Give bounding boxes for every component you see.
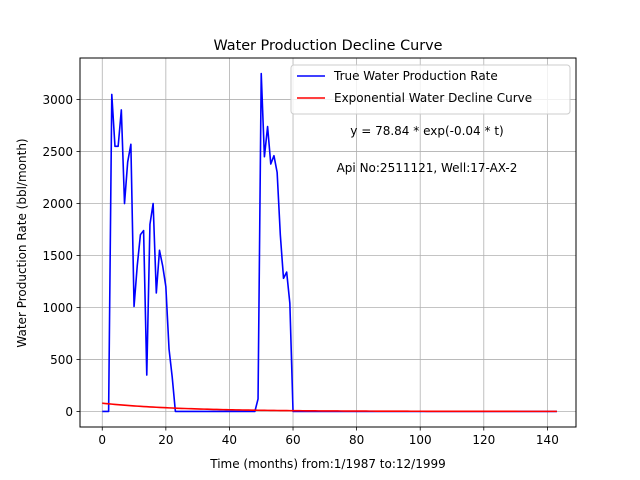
y-tick-label: 1000 <box>42 301 73 315</box>
x-tick-label: 140 <box>536 433 559 447</box>
legend-box <box>290 64 571 115</box>
y-tick-label: 1500 <box>42 249 73 263</box>
y-tick-label: 2000 <box>42 197 73 211</box>
x-tick-label: 100 <box>409 433 432 447</box>
legend-label-decline-curve: Exponential Water Decline Curve <box>334 91 532 105</box>
legend-label-true-rate: True Water Production Rate <box>333 69 498 83</box>
x-axis-label: Time (months) from:1/1987 to:12/1999 <box>209 457 446 471</box>
x-axis-ticks: 0 20 40 60 80 100 120 140 <box>98 427 559 447</box>
x-tick-label: 120 <box>472 433 495 447</box>
grid <box>80 58 576 427</box>
plot-frame <box>79 57 577 428</box>
series-line-decline-curve <box>102 402 557 413</box>
x-tick-label: 60 <box>285 433 300 447</box>
x-tick-label: 40 <box>222 433 237 447</box>
y-axis-ticks: 0 500 1000 1500 2000 2500 3000 <box>42 93 80 419</box>
y-axis-label: Water Production Rate (bbl/month) <box>15 138 29 347</box>
well-annotation: Api No:2511121, Well:17-AX-2 <box>337 161 518 175</box>
y-tick-label: 3000 <box>42 93 73 107</box>
x-tick-label: 80 <box>349 433 364 447</box>
legend: True Water Production Rate Exponential W… <box>290 64 571 115</box>
y-tick-label: 0 <box>65 405 73 419</box>
equation-annotation: y = 78.84 * exp(-0.04 * t) <box>350 124 503 138</box>
y-tick-label: 2500 <box>42 145 73 159</box>
x-tick-label: 20 <box>158 433 173 447</box>
x-tick-label: 0 <box>98 433 106 447</box>
y-tick-label: 500 <box>50 353 73 367</box>
series-lines <box>102 72 557 413</box>
chart-title: Water Production Decline Curve <box>213 38 442 54</box>
